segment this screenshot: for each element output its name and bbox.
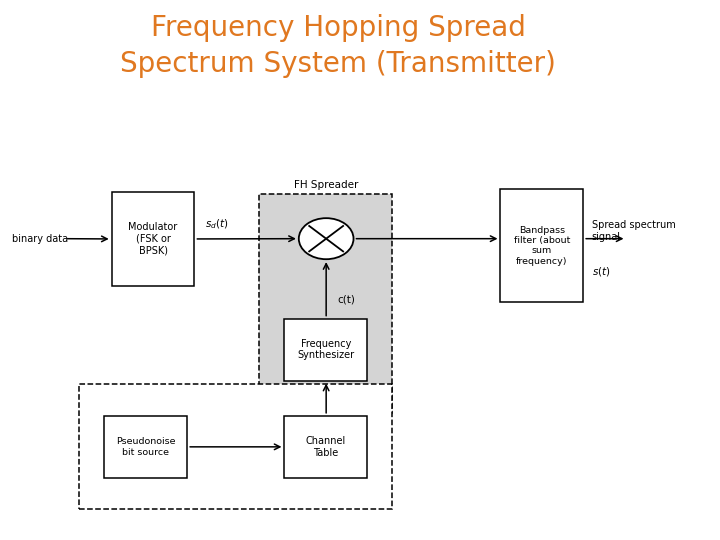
- Text: $s_d(t)$: $s_d(t)$: [205, 218, 229, 231]
- Bar: [259, 194, 392, 413]
- Bar: [284, 416, 367, 478]
- Text: binary data: binary data: [12, 234, 68, 244]
- Text: Frequency
Synthesizer: Frequency Synthesizer: [297, 339, 354, 361]
- Text: Frequency Hopping Spread
Spectrum System (Transmitter): Frequency Hopping Spread Spectrum System…: [120, 14, 557, 78]
- Text: $s(t)$: $s(t)$: [592, 265, 611, 278]
- Bar: [500, 189, 583, 302]
- Bar: [284, 319, 367, 381]
- Bar: [112, 192, 194, 286]
- Text: c(t): c(t): [337, 294, 355, 305]
- Text: Channel
Table: Channel Table: [306, 436, 346, 457]
- Text: Modulator
(FSK or
BPSK): Modulator (FSK or BPSK): [128, 222, 178, 255]
- Bar: [104, 416, 187, 478]
- Text: FH Spreader: FH Spreader: [294, 180, 359, 190]
- Bar: [79, 384, 392, 509]
- Text: Spread spectrum
signal: Spread spectrum signal: [592, 220, 675, 242]
- Text: Pseudonoise
bit source: Pseudonoise bit source: [116, 437, 176, 456]
- Circle shape: [299, 218, 354, 259]
- Text: Bandpass
filter (about
sum
frequency): Bandpass filter (about sum frequency): [513, 226, 570, 266]
